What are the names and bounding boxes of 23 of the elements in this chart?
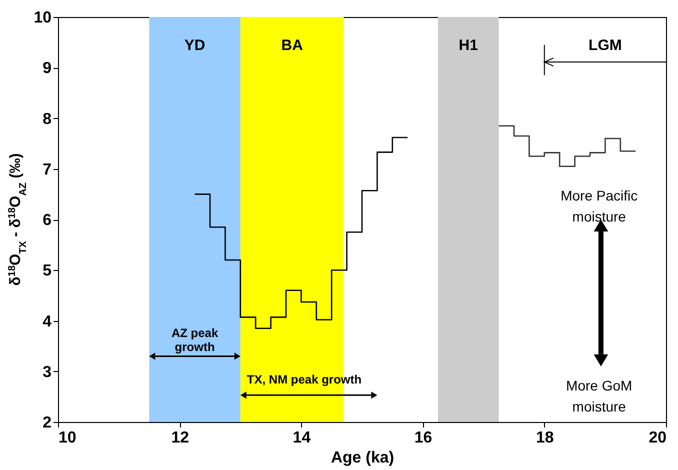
y-tick-label: 6 <box>42 212 52 229</box>
x-tick-label: 18 <box>536 430 554 446</box>
annotation: More Pacific moisture <box>560 188 638 225</box>
y-tick-label: 10 <box>34 10 52 26</box>
y-tick-label: 7 <box>42 161 52 178</box>
x-tick-label: 16 <box>414 430 432 446</box>
x-tick-label: 14 <box>292 430 311 446</box>
annotation: AZ peak growth <box>171 326 218 354</box>
band-label: BA <box>281 37 304 54</box>
annotation: More GoM moisture <box>566 378 632 415</box>
y-tick-label: 3 <box>42 364 52 381</box>
annotation: LGM <box>588 36 622 54</box>
y-tick-label: 4 <box>42 313 52 330</box>
y-tick-label: 8 <box>42 110 52 128</box>
band-label: H1 <box>458 37 478 54</box>
x-axis-title: Age (ka) <box>330 450 394 466</box>
y-tick-label: 2 <box>42 414 52 432</box>
y-tick-label: 5 <box>42 262 52 280</box>
x-tick-label: 20 <box>648 430 667 446</box>
x-tick-label: 12 <box>171 430 190 446</box>
y-tick-label: 9 <box>42 60 52 78</box>
x-tick-label: 10 <box>58 430 76 446</box>
band-label: YD <box>184 37 206 54</box>
